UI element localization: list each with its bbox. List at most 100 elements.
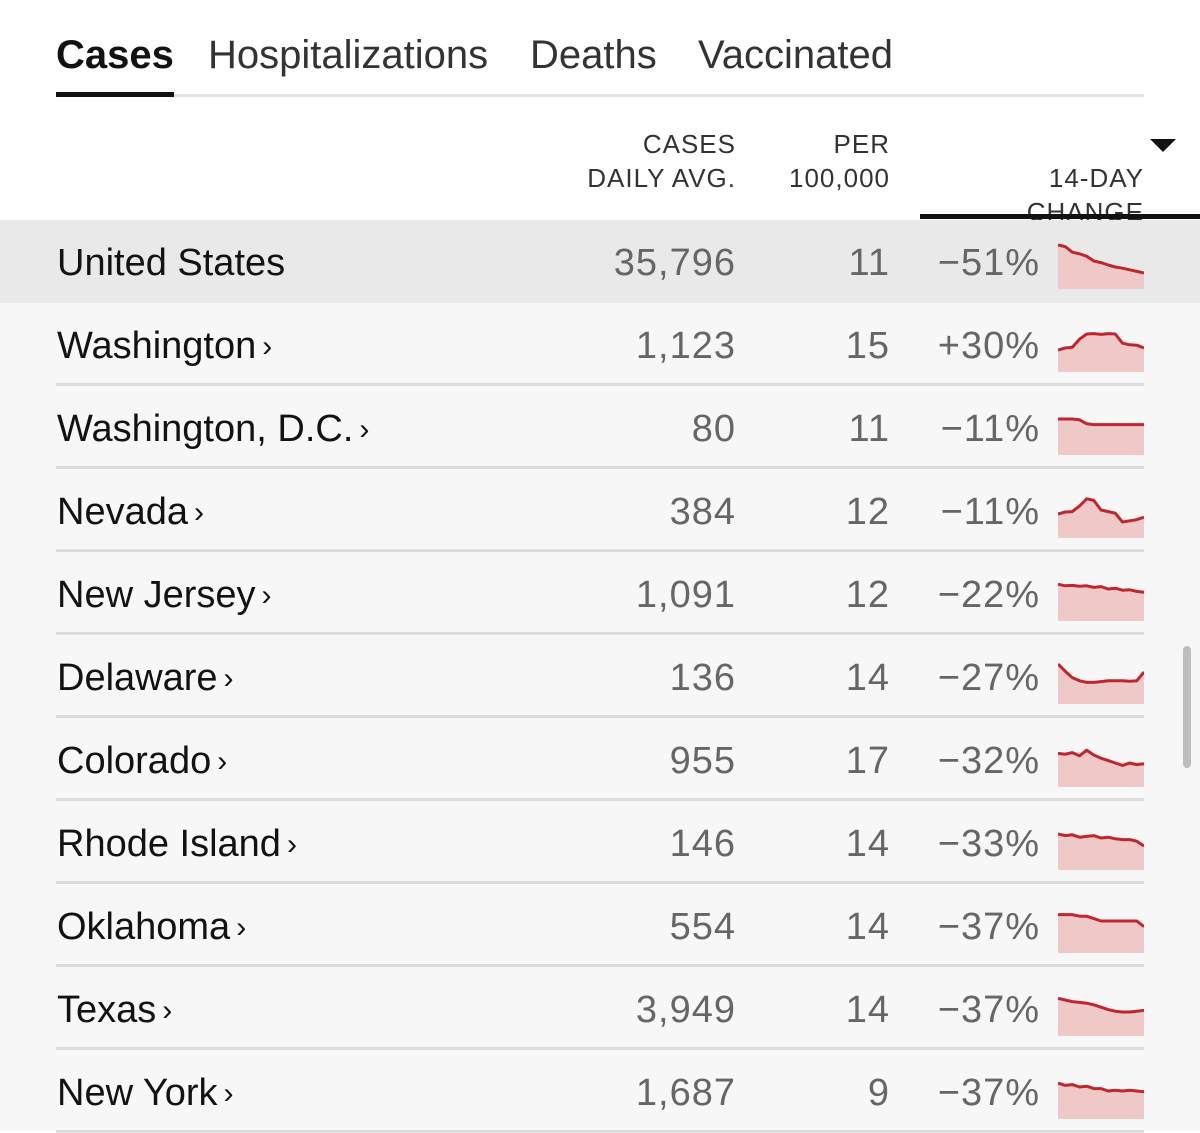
- row-divider: [56, 466, 1144, 469]
- row-per-100000: 12: [845, 574, 890, 616]
- table-row[interactable]: Washington, D.C. › 80 11 −11%: [0, 386, 1200, 469]
- sparkline-line: [1058, 417, 1144, 427]
- row-divider: [56, 715, 1144, 718]
- row-14-day-change: −22%: [937, 574, 1040, 616]
- row-cases-daily-avg: 3,949: [635, 989, 736, 1031]
- row-per-100000: 14: [845, 657, 890, 699]
- column-header-cases-daily-avg[interactable]: CASES DAILY AVG.: [587, 129, 736, 193]
- sparkline-area: [1058, 664, 1144, 704]
- sparkline-area: [1058, 750, 1144, 787]
- row-location-label: Texas: [57, 989, 157, 1031]
- row-per-100000: 11: [848, 242, 890, 284]
- table-row[interactable]: Rhode Island › 146 14 −33%: [0, 801, 1200, 884]
- table-row[interactable]: Texas › 3,949 14 −37%: [0, 967, 1200, 1050]
- row-location-name[interactable]: Delaware ›: [57, 657, 234, 700]
- row-trend-sparkline: [1058, 913, 1144, 953]
- chevron-right-icon: ›: [223, 662, 234, 695]
- row-location-name: United States: [57, 242, 285, 285]
- row-14-day-change: −11%: [940, 408, 1040, 450]
- row-cases-daily-avg: 146: [669, 823, 736, 865]
- row-location-name[interactable]: Colorado ›: [57, 740, 227, 783]
- row-14-day-change: −27%: [937, 657, 1040, 699]
- row-14-day-change: −51%: [937, 242, 1040, 284]
- row-trend-sparkline: [1058, 332, 1144, 372]
- row-trend-sparkline: [1058, 243, 1144, 289]
- sparkline-line: [1058, 748, 1144, 767]
- row-location-name[interactable]: Washington ›: [57, 325, 272, 368]
- row-location-name[interactable]: New York ›: [57, 1072, 234, 1115]
- row-divider: [56, 549, 1144, 552]
- row-location-label: United States: [57, 242, 286, 284]
- tab-vaccinated[interactable]: Vaccinated: [698, 33, 893, 77]
- row-14-day-change: −37%: [937, 1072, 1040, 1114]
- chevron-right-icon: ›: [162, 994, 173, 1027]
- chevron-right-icon: ›: [286, 828, 297, 861]
- sparkline-line: [1058, 243, 1144, 275]
- row-location-label: Washington, D.C.: [57, 408, 354, 450]
- sparkline-area: [1058, 498, 1144, 538]
- sparkline-line: [1058, 832, 1144, 848]
- table-header: CASES DAILY AVG. PER 100,000 14-DAY CHAN…: [0, 97, 1200, 227]
- row-location-name[interactable]: New Jersey ›: [57, 574, 272, 617]
- table-row[interactable]: Washington › 1,123 15 +30%: [0, 303, 1200, 386]
- row-per-100000: 15: [845, 325, 890, 367]
- row-trend-sparkline: [1058, 996, 1144, 1036]
- scrollbar[interactable]: [1183, 646, 1191, 768]
- chevron-right-icon: ›: [261, 579, 272, 612]
- chevron-right-icon: ›: [236, 911, 247, 944]
- table-row-national[interactable]: United States 35,796 11 −51%: [0, 220, 1200, 303]
- row-location-label: Oklahoma: [57, 906, 231, 948]
- triangle-down-icon[interactable]: [1150, 139, 1176, 152]
- row-location-label: New Jersey: [57, 574, 256, 616]
- table-row[interactable]: Nevada › 384 12 −11%: [0, 469, 1200, 552]
- row-per-100000: 11: [848, 408, 890, 450]
- row-location-name[interactable]: Washington, D.C. ›: [57, 408, 369, 451]
- table-row[interactable]: New York › 1,687 9 −37%: [0, 1050, 1200, 1133]
- row-location-name[interactable]: Nevada ›: [57, 491, 204, 534]
- column-header-14-day-change-label: 14-DAY CHANGE: [1026, 163, 1144, 227]
- row-divider: [56, 798, 1144, 801]
- column-header-per-100000[interactable]: PER 100,000: [789, 129, 890, 193]
- chevron-right-icon: ›: [223, 1077, 234, 1110]
- row-divider: [56, 964, 1144, 967]
- sparkline-area: [1058, 419, 1144, 455]
- sparkline-area: [1058, 245, 1144, 289]
- sparkline-line: [1058, 913, 1144, 928]
- sparkline-area: [1058, 914, 1144, 953]
- row-trend-sparkline: [1058, 582, 1144, 621]
- row-trend-sparkline: [1058, 497, 1144, 538]
- row-cases-daily-avg: 136: [669, 657, 736, 699]
- chevron-right-icon: ›: [359, 413, 370, 446]
- table-row[interactable]: Oklahoma › 554 14 −37%: [0, 884, 1200, 967]
- row-location-label: Colorado: [57, 740, 212, 782]
- sparkline-line: [1058, 996, 1144, 1014]
- row-cases-daily-avg: 80: [691, 408, 736, 450]
- state-table: United States 35,796 11 −51% Washington › 1,12…: [0, 220, 1200, 1133]
- row-14-day-change: −32%: [937, 740, 1040, 782]
- row-divider: [56, 1047, 1144, 1050]
- row-per-100000: 14: [845, 906, 890, 948]
- column-header-14-day-change[interactable]: 14-DAY CHANGE: [1027, 127, 1144, 229]
- sparkline-line: [1058, 1081, 1144, 1094]
- row-divider: [56, 632, 1144, 635]
- tab-hospitalizations[interactable]: Hospitalizations: [208, 33, 489, 77]
- row-divider: [56, 881, 1144, 884]
- table-row[interactable]: New Jersey › 1,091 12 −22%: [0, 552, 1200, 635]
- sparkline-line: [1058, 332, 1144, 352]
- tab-cases[interactable]: Cases: [56, 33, 174, 97]
- table-row[interactable]: Colorado › 955 17 −32%: [0, 718, 1200, 801]
- row-location-name[interactable]: Rhode Island ›: [57, 823, 297, 866]
- row-per-100000: 14: [845, 823, 890, 865]
- row-location-name[interactable]: Oklahoma ›: [57, 906, 246, 949]
- tab-deaths[interactable]: Deaths: [530, 33, 657, 77]
- row-cases-daily-avg: 1,123: [635, 325, 736, 367]
- row-per-100000: 12: [845, 491, 890, 533]
- chevron-right-icon: ›: [217, 745, 228, 778]
- row-cases-daily-avg: 35,796: [613, 242, 736, 284]
- row-location-name[interactable]: Texas ›: [57, 989, 172, 1032]
- row-14-day-change: −11%: [940, 491, 1040, 533]
- row-trend-sparkline: [1058, 832, 1144, 870]
- row-trend-sparkline: [1058, 417, 1144, 455]
- row-location-label: Washington: [57, 325, 257, 367]
- table-row[interactable]: Delaware › 136 14 −27%: [0, 635, 1200, 718]
